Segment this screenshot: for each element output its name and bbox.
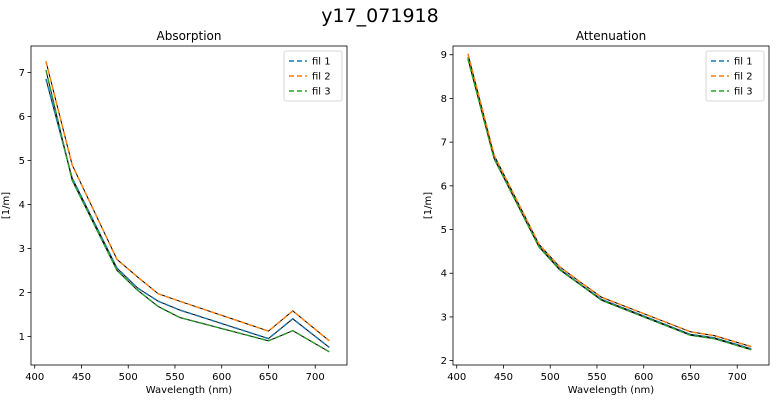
absorption-legend: fil 1 fil 2 fil 3 xyxy=(283,50,343,102)
absorption-series-1-line xyxy=(45,78,330,348)
attenuation-y-tick-label: 2 xyxy=(441,356,447,367)
attenuation-series-2-line xyxy=(467,53,752,348)
attenuation-legend: fil 1 fil 2 fil 3 xyxy=(705,50,765,102)
attenuation-legend-label-3: fil 3 xyxy=(734,87,753,98)
absorption-x-tick-label: 450 xyxy=(72,372,91,383)
absorption-x-tick-label: 600 xyxy=(212,372,231,383)
attenuation-title: Attenuation xyxy=(576,29,646,43)
attenuation-subplot: Attenuation 400 450 500 550 600 650 700 2 3 4 5 6 7 8 9… xyxy=(423,29,770,396)
attenuation-x-tick-label: 600 xyxy=(634,372,653,383)
attenuation-y-tick-label: 9 xyxy=(441,50,447,61)
absorption-x-tick-label: 650 xyxy=(259,372,278,383)
attenuation-axes-frame xyxy=(452,45,770,366)
absorption-legend-label-3: fil 3 xyxy=(312,87,331,98)
attenuation-y-tick-label: 8 xyxy=(441,94,447,105)
absorption-x-axis-label: Wavelength (nm) xyxy=(146,385,232,396)
absorption-series-2-line xyxy=(45,61,330,342)
absorption-legend-box xyxy=(283,50,343,102)
attenuation-legend-label-1: fil 1 xyxy=(734,57,753,68)
absorption-title: Absorption xyxy=(157,29,222,43)
attenuation-y-tick-label: 7 xyxy=(441,138,447,149)
attenuation-legend-label-2: fil 2 xyxy=(734,72,753,83)
attenuation-y-tick-label: 4 xyxy=(441,269,447,280)
absorption-y-tick-label: 7 xyxy=(19,68,25,79)
attenuation-y-tick-label: 6 xyxy=(441,181,447,192)
absorption-legend-label-2: fil 2 xyxy=(312,72,331,83)
attenuation-x-tick-label: 700 xyxy=(728,372,747,383)
absorption-axes-frame xyxy=(30,45,348,366)
attenuation-y-tick-label: 5 xyxy=(441,225,447,236)
absorption-y-tick-label: 3 xyxy=(19,244,25,255)
absorption-x-tick-label: 400 xyxy=(25,372,44,383)
absorption-subplot: Absorption 400 450 500 550 600 650 700 1 2 3 4 5 6 7 Wa… xyxy=(1,29,348,396)
absorption-y-tick-label: 5 xyxy=(19,156,25,167)
absorption-y-tick-label: 1 xyxy=(19,332,25,343)
absorption-legend-label-1: fil 1 xyxy=(312,57,331,68)
attenuation-series-3-line xyxy=(467,58,752,351)
attenuation-x-tick-label: 500 xyxy=(541,372,560,383)
absorption-series-3-line xyxy=(45,70,330,353)
attenuation-legend-box xyxy=(705,50,765,102)
attenuation-x-tick-label: 550 xyxy=(587,372,606,383)
absorption-x-tick-label: 550 xyxy=(165,372,184,383)
attenuation-y-axis-label: [1/m] xyxy=(423,192,434,219)
attenuation-x-tick-label: 650 xyxy=(681,372,700,383)
absorption-y-tick-label: 6 xyxy=(19,112,25,123)
figure-suptitle: y17_071918 xyxy=(321,5,438,27)
attenuation-x-axis-label: Wavelength (nm) xyxy=(568,385,654,396)
attenuation-x-tick-label: 400 xyxy=(447,372,466,383)
attenuation-x-tick-label: 450 xyxy=(494,372,513,383)
attenuation-y-tick-label: 3 xyxy=(441,312,447,323)
absorption-y-axis-label: [1/m] xyxy=(1,192,12,219)
absorption-x-tick-label: 500 xyxy=(119,372,138,383)
absorption-y-tick-label: 4 xyxy=(19,200,25,211)
absorption-x-tick-label: 700 xyxy=(306,372,325,383)
attenuation-series-3-underlay xyxy=(467,58,752,351)
absorption-y-tick-label: 2 xyxy=(19,288,25,299)
absorption-series-2-underlay xyxy=(45,61,330,342)
